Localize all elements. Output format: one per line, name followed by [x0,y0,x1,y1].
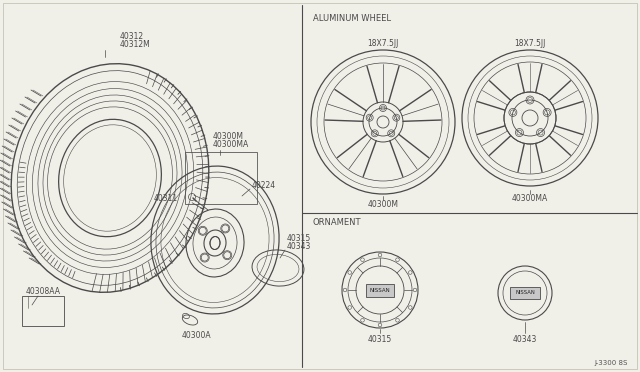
Text: 40311: 40311 [154,193,178,202]
Circle shape [198,226,207,235]
Bar [366,284,394,297]
Text: 40312M: 40312M [120,39,151,48]
Ellipse shape [210,237,220,250]
Bar [22,296,64,326]
Ellipse shape [204,230,226,256]
Text: 40343: 40343 [513,336,537,344]
Circle shape [221,224,230,233]
Text: 40315: 40315 [368,336,392,344]
Text: ORNAMENT: ORNAMENT [313,218,362,227]
Text: ALUMINUM WHEEL: ALUMINUM WHEEL [313,13,391,22]
Circle shape [223,251,232,260]
Text: 40300M: 40300M [367,199,399,208]
Text: 40300A: 40300A [181,331,211,340]
Text: 40300M: 40300M [213,131,244,141]
Text: 40308AA: 40308AA [26,288,61,296]
Bar [185,152,257,204]
Text: NISSAN: NISSAN [370,288,390,292]
Text: 18X7.5JJ: 18X7.5JJ [367,38,399,48]
Circle shape [200,253,209,262]
Text: 40300MA: 40300MA [213,140,249,148]
Circle shape [504,92,556,144]
Text: 40343: 40343 [287,241,312,250]
Text: NISSAN: NISSAN [515,291,535,295]
Bar [510,287,540,299]
Text: 40315: 40315 [287,234,311,243]
Text: 40312: 40312 [120,32,144,41]
Text: 40224: 40224 [252,180,276,189]
Text: 40300MA: 40300MA [512,193,548,202]
Text: 18X7.5JJ: 18X7.5JJ [515,38,546,48]
Text: J-3300 8S: J-3300 8S [595,360,628,366]
